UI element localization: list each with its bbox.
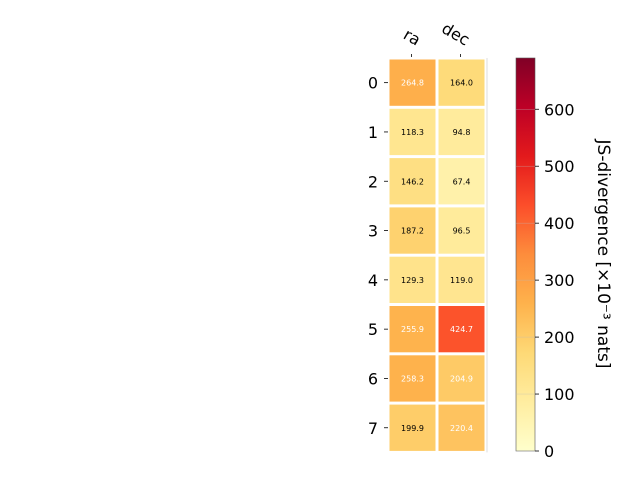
heatmap-cell-dec-2 xyxy=(438,158,485,205)
cell-value-label: 94.8 xyxy=(453,128,471,137)
cell-value-label: 204.9 xyxy=(450,374,473,383)
heatmap-cell-ra-7 xyxy=(389,404,436,451)
row-label-6: 6 xyxy=(368,369,378,388)
cell-value-label: 424.7 xyxy=(450,325,473,334)
cell-value-label: 187.2 xyxy=(401,227,424,236)
row-axis: 0 1 2 3 4 5 6 7 xyxy=(368,74,388,438)
heatmap-cell-ra-0 xyxy=(389,59,436,106)
colorbar-tick-label: 500 xyxy=(544,157,575,176)
cell-value-label: 119.0 xyxy=(450,276,473,285)
heatmap-cell-ra-5 xyxy=(389,306,436,353)
heatmap-cell-ra-3 xyxy=(389,207,436,254)
cell-value-label: 67.4 xyxy=(453,177,471,186)
colorbar-tick-label: 0 xyxy=(544,442,554,461)
cell-value-label: 220.4 xyxy=(450,424,473,433)
heatmap-cell-dec-0 xyxy=(438,59,485,106)
heatmap-cell-ra-1 xyxy=(389,108,436,156)
heatmap-cell-dec-4 xyxy=(438,256,485,303)
cell-value-label: 129.3 xyxy=(401,276,424,285)
colorbar-tick-label: 400 xyxy=(544,214,575,233)
colorbar-label: JS-divergence [×10⁻³ nats] xyxy=(593,139,613,369)
colorbar-ticks: 0 100 200 300 400 500 600 xyxy=(516,100,575,461)
row-label-1: 1 xyxy=(368,123,378,142)
row-label-4: 4 xyxy=(368,271,378,290)
cell-value-label: 255.9 xyxy=(401,325,424,334)
heatmap-cell-dec-6 xyxy=(438,355,485,402)
heatmap-cell-ra-2 xyxy=(389,158,436,205)
colorbar-tick-label: 200 xyxy=(544,328,575,347)
heatmap-cell-dec-5 xyxy=(438,306,485,353)
cell-value-label: 96.5 xyxy=(453,227,471,236)
colorbar-tick-label: 100 xyxy=(544,385,575,404)
row-label-0: 0 xyxy=(368,74,378,93)
column-label-ra: ra xyxy=(400,25,424,50)
row-label-2: 2 xyxy=(368,172,378,191)
heatmap-cell-dec-3 xyxy=(438,207,485,254)
colorbar: 0 100 200 300 400 500 600 JS-divergence [×10⁻³… xyxy=(515,57,613,461)
cell-value-label: 164.0 xyxy=(450,79,473,88)
heatmap-cell-dec-1 xyxy=(438,108,485,156)
colorbar-tick-label: 600 xyxy=(544,100,575,119)
row-label-3: 3 xyxy=(368,222,378,241)
cell-value-label: 258.3 xyxy=(401,374,424,383)
cell-value-label: 264.8 xyxy=(401,79,424,88)
cell-value-label: 118.3 xyxy=(401,128,424,137)
column-label-dec: dec xyxy=(439,19,473,50)
cell-value-label: 146.2 xyxy=(401,177,424,186)
heatmap-grid: 264.8 164.0 118.3 94.8 146.2 67.4 187.2 96.5 129… xyxy=(389,58,488,453)
heatmap-cell-ra-6 xyxy=(389,355,436,402)
heatmap-cell-ra-4 xyxy=(389,256,436,303)
row-label-5: 5 xyxy=(368,320,378,339)
colorbar-tick-label: 300 xyxy=(544,271,575,290)
heatmap-cell-dec-7 xyxy=(438,404,485,451)
row-label-7: 7 xyxy=(368,419,378,438)
column-axis: ra dec xyxy=(400,19,473,57)
colorbar-gradient xyxy=(515,57,536,452)
cell-value-label: 199.9 xyxy=(401,424,424,433)
